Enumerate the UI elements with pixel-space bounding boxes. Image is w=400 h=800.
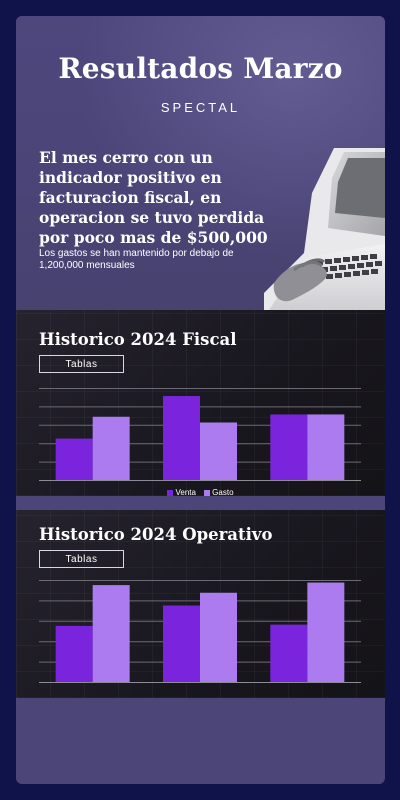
fiscal-legend: Venta Gasto: [16, 488, 385, 498]
operativo-bar-gasto-3: [307, 582, 345, 682]
company-name: SPECTAL: [160, 100, 241, 115]
legend-item-venta: Venta: [167, 488, 196, 497]
operativo-section: Historico 2024 Operativo Tablas: [16, 510, 385, 698]
operativo-bar-venta-2: [163, 605, 200, 682]
page-title: Resultados Marzo: [58, 52, 343, 85]
operativo-title: Historico 2024 Operativo: [39, 525, 273, 544]
fiscal-title: Historico 2024 Fiscal: [39, 330, 237, 349]
operativo-chart: [39, 580, 361, 683]
fiscal-bar-venta-3: [270, 414, 308, 480]
operativo-tables-button[interactable]: Tablas: [39, 550, 124, 568]
expense-note: Los gastos se han mantenido por debajo d…: [39, 248, 234, 271]
fiscal-chart: [39, 388, 361, 481]
hero-section: Resultados Marzo SPECTAL El mes cerro co…: [16, 16, 385, 310]
summary-text: El mes cerro con un indicador positivo e…: [39, 148, 268, 247]
operativo-bar-gasto-2: [200, 592, 237, 682]
laptop-image: [264, 148, 385, 310]
fiscal-tables-button[interactable]: Tablas: [39, 355, 124, 373]
operativo-bar-venta-1: [55, 625, 93, 682]
fiscal-bar-gasto-2: [200, 422, 237, 480]
operativo-bar-gasto-1: [92, 585, 130, 682]
fiscal-section: Historico 2024 Fiscal Tablas Venta Gasto: [16, 310, 385, 498]
legend-item-gasto: Gasto: [204, 488, 234, 497]
fiscal-bar-gasto-3: [307, 414, 345, 480]
operativo-bar-venta-3: [270, 624, 308, 682]
results-card: Resultados Marzo SPECTAL El mes cerro co…: [16, 16, 385, 784]
fiscal-bar-venta-1: [55, 438, 93, 480]
fiscal-bar-gasto-1: [92, 416, 130, 480]
fiscal-bar-venta-2: [163, 396, 200, 480]
